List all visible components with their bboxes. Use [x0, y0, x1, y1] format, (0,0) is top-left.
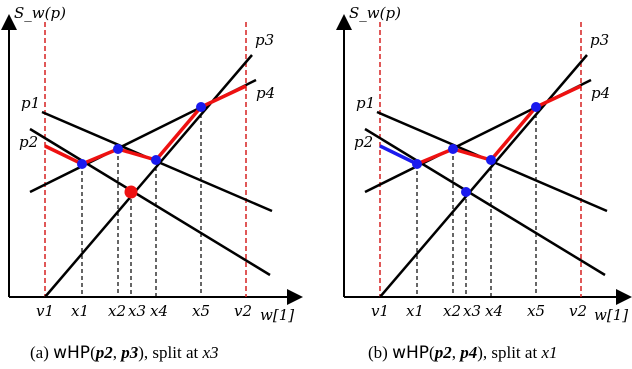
label-p1: p1	[21, 94, 40, 112]
tick-x3: x3	[463, 302, 481, 320]
caption-b: (b) wHP(p2, p4), split at x1	[368, 343, 557, 363]
label-p4: p4	[256, 84, 275, 102]
x-axis-label: w[1]	[260, 306, 294, 324]
tick-x1: x1	[406, 302, 424, 320]
panel-a: S_w(p) w[1] p1 p2 p3 p4 v1 x1 x2 x3 x4 x…	[1, 4, 303, 363]
label-p1: p1	[356, 94, 375, 112]
tick-v2: v2	[569, 302, 587, 320]
tick-x5: x5	[192, 302, 210, 320]
tick-x4: x4	[150, 302, 168, 320]
tick-v1: v1	[371, 302, 389, 320]
tick-x1: x1	[71, 302, 89, 320]
tick-x5: x5	[527, 302, 545, 320]
tick-v2: v2	[234, 302, 252, 320]
line-p2	[364, 127, 606, 277]
point-x1-split	[412, 159, 422, 169]
envelope-blue	[379, 144, 418, 166]
y-axis-label: S_w(p)	[14, 4, 66, 22]
envelope-red	[44, 84, 247, 166]
tick-x2: x2	[443, 302, 461, 320]
caption-a: (a) wHP(p2, p3), split at x3	[30, 343, 219, 363]
point-x4	[151, 155, 161, 165]
point-x2	[113, 144, 123, 154]
point-x3-split	[124, 185, 138, 199]
point-x5	[531, 102, 541, 112]
point-x4	[486, 155, 496, 165]
label-p4: p4	[591, 84, 610, 102]
panel-b: S_w(p) w[1] p1 p2 p3 p4 v1 x1 x2 x3 x4 x…	[336, 4, 632, 363]
line-p3	[379, 54, 588, 298]
label-p2: p2	[19, 133, 38, 151]
x-guides	[416, 107, 537, 297]
label-p2: p2	[354, 133, 373, 151]
tick-x4: x4	[485, 302, 503, 320]
label-p3: p3	[590, 31, 609, 49]
x-guides	[81, 107, 202, 297]
line-p2	[29, 127, 271, 277]
point-x5	[196, 102, 206, 112]
point-x2	[448, 144, 458, 154]
line-p3	[44, 54, 253, 298]
tick-x2: x2	[108, 302, 126, 320]
tick-v1: v1	[36, 302, 54, 320]
x-axis-label: w[1]	[594, 306, 628, 324]
point-x3	[461, 187, 471, 197]
tick-x3: x3	[128, 302, 146, 320]
y-axis-label: S_w(p)	[349, 4, 401, 22]
label-p3: p3	[255, 31, 274, 49]
point-x1	[77, 159, 87, 169]
